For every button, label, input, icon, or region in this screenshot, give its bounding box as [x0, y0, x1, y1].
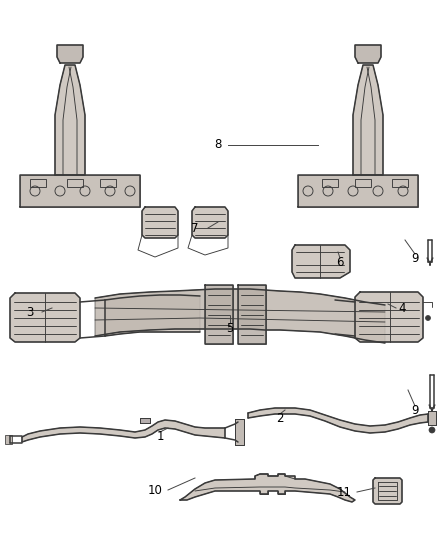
- Text: 9: 9: [411, 403, 419, 416]
- Bar: [67, 179, 83, 187]
- Text: 4: 4: [398, 302, 406, 314]
- Polygon shape: [428, 411, 436, 425]
- Polygon shape: [140, 418, 150, 423]
- Bar: [30, 179, 46, 187]
- Text: 8: 8: [214, 139, 222, 151]
- Polygon shape: [355, 292, 423, 342]
- Circle shape: [429, 427, 435, 433]
- Polygon shape: [5, 435, 12, 444]
- Polygon shape: [55, 65, 85, 175]
- Polygon shape: [22, 420, 225, 442]
- Polygon shape: [205, 285, 233, 344]
- Text: 7: 7: [191, 222, 199, 235]
- Polygon shape: [20, 175, 140, 207]
- Polygon shape: [355, 45, 381, 63]
- Text: 9: 9: [411, 252, 419, 264]
- Polygon shape: [192, 207, 228, 238]
- Bar: [100, 179, 116, 187]
- Polygon shape: [353, 65, 383, 175]
- Polygon shape: [142, 207, 178, 238]
- Polygon shape: [10, 293, 80, 342]
- Circle shape: [425, 316, 431, 320]
- Bar: [392, 179, 408, 187]
- Polygon shape: [235, 419, 244, 445]
- Text: 6: 6: [336, 255, 344, 269]
- Polygon shape: [292, 245, 350, 278]
- Text: 5: 5: [226, 321, 234, 335]
- Polygon shape: [180, 474, 355, 502]
- Polygon shape: [57, 45, 83, 63]
- Text: 3: 3: [26, 305, 34, 319]
- Bar: [322, 179, 338, 187]
- Polygon shape: [373, 478, 402, 504]
- Text: 1: 1: [156, 430, 164, 442]
- Polygon shape: [105, 295, 200, 336]
- Polygon shape: [298, 175, 418, 207]
- Bar: [355, 179, 371, 187]
- Text: 10: 10: [148, 483, 162, 497]
- Polygon shape: [238, 285, 266, 344]
- Polygon shape: [248, 408, 428, 433]
- Text: 11: 11: [336, 486, 352, 498]
- Polygon shape: [95, 289, 385, 343]
- Text: 2: 2: [276, 411, 284, 424]
